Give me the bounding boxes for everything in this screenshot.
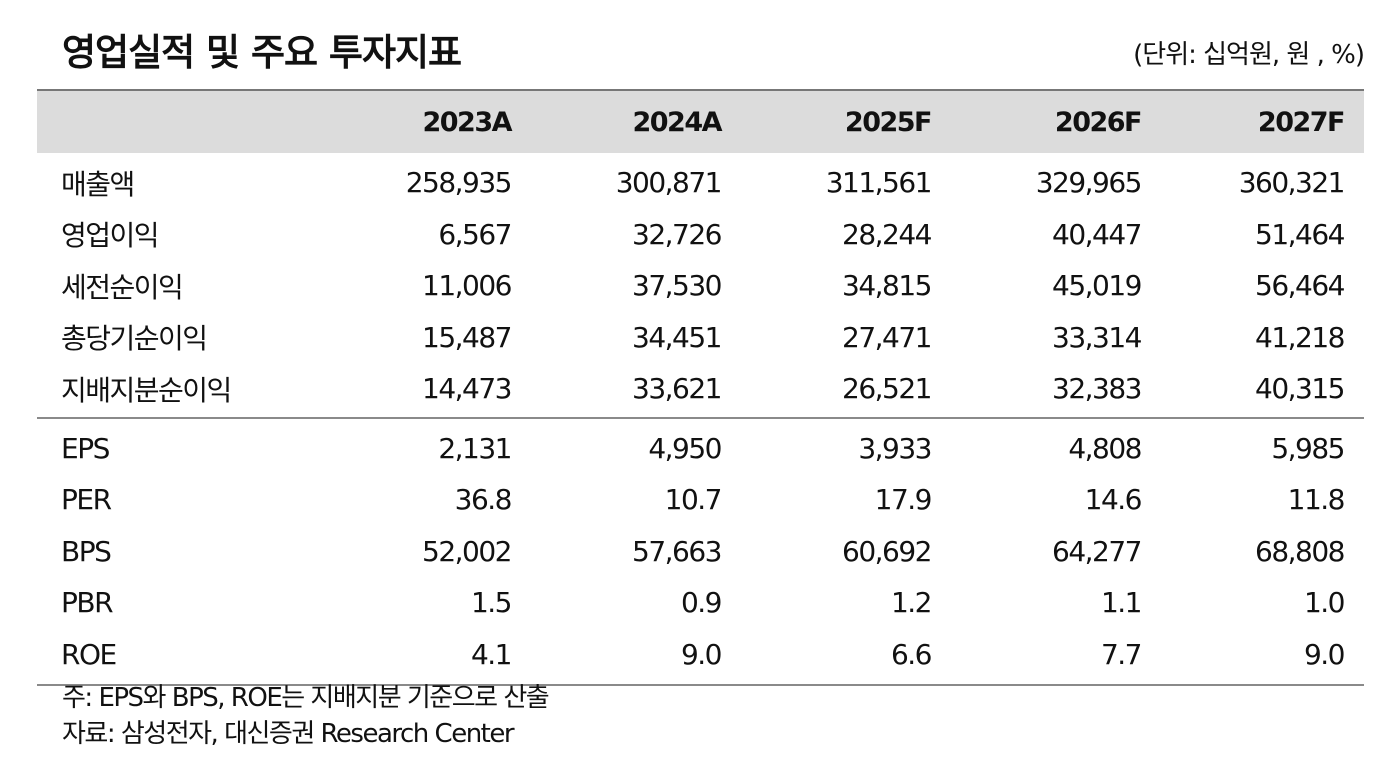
- table-cell: 9.0: [680, 637, 723, 671]
- financial-table: 2023A 2024A 2025F 2026F 2027F 매출액 258,935…: [37, 89, 1364, 686]
- valuation-section: EPS 2,131 4,950 3,933 4,808 5,985 PER 36.8 10.7 1…: [37, 423, 1364, 681]
- table-header: 2023A 2024A 2025F 2026F 2027F: [37, 89, 1364, 153]
- table-row: 영업이익 6,567 32,726 28,244 40,447 51,464: [37, 209, 1364, 261]
- table-row: 매출액 258,935 300,871 311,561 329,965 360,321: [37, 157, 1364, 209]
- column-header: 2024A: [632, 106, 722, 138]
- table-cell: 41,218: [1255, 320, 1345, 354]
- table-cell: 311,561: [825, 166, 933, 200]
- table-cell: 45,019: [1052, 269, 1142, 303]
- table-cell: 68,808: [1255, 534, 1345, 568]
- table-cell: 34,451: [632, 320, 722, 354]
- table-cell: 33,621: [632, 372, 722, 406]
- unit-label: (단위: 십억원, 원 , %): [1133, 40, 1365, 70]
- table-cell: 51,464: [1255, 217, 1345, 251]
- table-row: EPS 2,131 4,950 3,933 4,808 5,985: [37, 423, 1364, 475]
- row-label: 매출액: [61, 167, 135, 201]
- footnote: 주: EPS와 BPS, ROE는 지배지분 기준으로 산출: [62, 683, 550, 713]
- table-cell: 258,935: [405, 166, 513, 200]
- table-cell: 360,321: [1238, 166, 1346, 200]
- table-cell: 11.8: [1287, 483, 1346, 517]
- row-label: EPS: [61, 431, 110, 465]
- table-cell: 11,006: [422, 269, 512, 303]
- table-cell: 36.8: [454, 483, 513, 517]
- table-cell: 1.2: [890, 586, 933, 620]
- table-row: 세전순이익 11,006 37,530 34,815 45,019 56,464: [37, 260, 1364, 312]
- table-cell: 1.5: [470, 586, 513, 620]
- table-cell: 329,965: [1035, 166, 1143, 200]
- table-cell: 56,464: [1255, 269, 1345, 303]
- section-divider: [37, 416, 1364, 419]
- table-cell: 26,521: [842, 372, 932, 406]
- table-cell: 28,244: [842, 217, 932, 251]
- table-cell: 14.6: [1084, 483, 1143, 517]
- table-bottom-rule: [37, 684, 1364, 686]
- table-row: 지배지분순이익 14,473 33,621 26,521 32,383 40,315: [37, 363, 1364, 415]
- table-cell: 4,950: [648, 431, 722, 465]
- table-row: PBR 1.5 0.9 1.2 1.1 1.0: [37, 577, 1364, 629]
- table-cell: 9.0: [1303, 637, 1346, 671]
- table-cell: 27,471: [842, 320, 932, 354]
- row-label: 영업이익: [61, 219, 160, 253]
- table-cell: 6.6: [890, 637, 933, 671]
- table-cell: 33,314: [1052, 320, 1142, 354]
- table-cell: 4.1: [470, 637, 513, 671]
- column-header: 2025F: [844, 106, 933, 138]
- table-cell: 2,131: [438, 431, 512, 465]
- row-label: 지배지분순이익: [61, 373, 232, 407]
- table-cell: 52,002: [422, 534, 512, 568]
- table-cell: 10.7: [664, 483, 723, 517]
- row-label: 세전순이익: [61, 270, 184, 304]
- row-label: BPS: [61, 534, 112, 568]
- table-cell: 300,871: [615, 166, 723, 200]
- row-label: ROE: [61, 637, 117, 671]
- table-cell: 6,567: [438, 217, 512, 251]
- column-header: 2027F: [1257, 106, 1346, 138]
- table-cell: 40,447: [1052, 217, 1142, 251]
- table-cell: 57,663: [632, 534, 722, 568]
- table-cell: 4,808: [1068, 431, 1142, 465]
- table-cell: 32,726: [632, 217, 722, 251]
- column-header: 2023A: [422, 106, 512, 138]
- table-cell: 17.9: [874, 483, 933, 517]
- table-cell: 7.7: [1100, 637, 1143, 671]
- row-label: 총당기순이익: [61, 322, 208, 356]
- source-note: 자료: 삼성전자, 대신증권 Research Center: [62, 719, 515, 749]
- page-title: 영업실적 및 주요 투자지표: [62, 31, 462, 74]
- table-cell: 3,933: [858, 431, 932, 465]
- table-cell: 14,473: [422, 372, 512, 406]
- table-cell: 37,530: [632, 269, 722, 303]
- table-cell: 15,487: [422, 320, 512, 354]
- row-label: PBR: [61, 586, 114, 620]
- table-cell: 32,383: [1052, 372, 1142, 406]
- table-cell: 34,815: [842, 269, 932, 303]
- table-row: ROE 4.1 9.0 6.6 7.7 9.0: [37, 629, 1364, 681]
- table-row: 총당기순이익 15,487 34,451 27,471 33,314 41,218: [37, 312, 1364, 364]
- table-row: BPS 52,002 57,663 60,692 64,277 68,808: [37, 526, 1364, 578]
- table-cell: 64,277: [1052, 534, 1142, 568]
- table-cell: 5,985: [1271, 431, 1345, 465]
- table-cell: 40,315: [1255, 372, 1345, 406]
- table-cell: 60,692: [842, 534, 932, 568]
- table-cell: 0.9: [680, 586, 723, 620]
- table-row: PER 36.8 10.7 17.9 14.6 11.8: [37, 474, 1364, 526]
- column-header: 2026F: [1054, 106, 1143, 138]
- table-cell: 1.0: [1303, 586, 1346, 620]
- earnings-section: 매출액 258,935 300,871 311,561 329,965 360,321 영업…: [37, 157, 1364, 415]
- row-label: PER: [61, 483, 112, 517]
- footnotes: 주: EPS와 BPS, ROE는 지배지분 기준으로 산출 자료: 삼성전자,…: [62, 680, 550, 752]
- table-cell: 1.1: [1100, 586, 1143, 620]
